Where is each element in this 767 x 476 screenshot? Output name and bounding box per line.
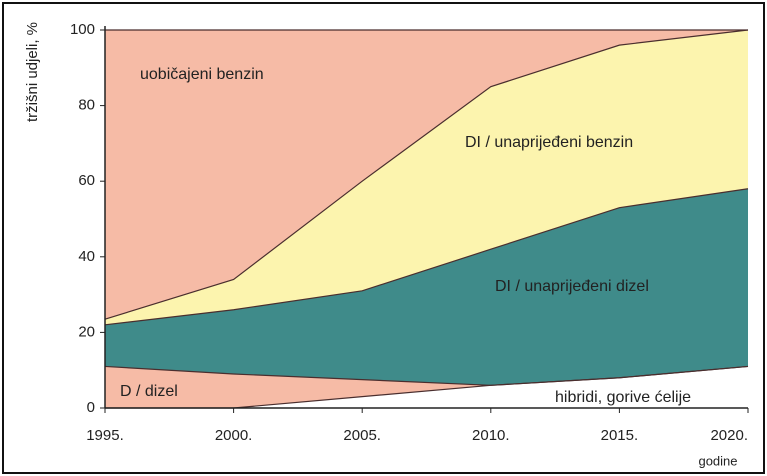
area-label: uobičajeni benzin bbox=[140, 66, 264, 83]
plot-area bbox=[104, 29, 749, 409]
x-tick-label: 2010. bbox=[472, 427, 510, 444]
x-tick-label: 2000. bbox=[215, 427, 253, 444]
y-tick-label: 80 bbox=[78, 97, 95, 114]
x-axis-label: godine bbox=[698, 453, 737, 468]
area-edge bbox=[104, 188, 749, 326]
area-label: D / dizel bbox=[120, 383, 178, 400]
area bbox=[105, 366, 748, 408]
y-axis-label: tržišni udjeli, % bbox=[24, 22, 41, 122]
area-edge bbox=[104, 29, 749, 320]
y-tick-label: 40 bbox=[78, 248, 95, 265]
y-tick-label: 60 bbox=[78, 172, 95, 189]
x-tick-label: 2005. bbox=[343, 427, 381, 444]
area bbox=[105, 188, 748, 386]
x-tick-label: 2020. bbox=[710, 427, 748, 444]
y-tick-label: 20 bbox=[78, 323, 95, 340]
area bbox=[105, 366, 748, 408]
area bbox=[105, 30, 748, 320]
y-tick-label: 100 bbox=[70, 21, 95, 38]
area-label: DI / unaprijeđeni benzin bbox=[465, 134, 633, 151]
y-tick-label: 0 bbox=[87, 399, 95, 416]
x-tick-label: 1995. bbox=[86, 427, 124, 444]
area bbox=[105, 30, 748, 325]
area-label: DI / unaprijeđeni dizel bbox=[495, 278, 649, 295]
area-edge bbox=[104, 365, 749, 386]
area-label: hibridi, gorive ćelije bbox=[555, 389, 691, 406]
x-tick-label: 2015. bbox=[601, 427, 639, 444]
